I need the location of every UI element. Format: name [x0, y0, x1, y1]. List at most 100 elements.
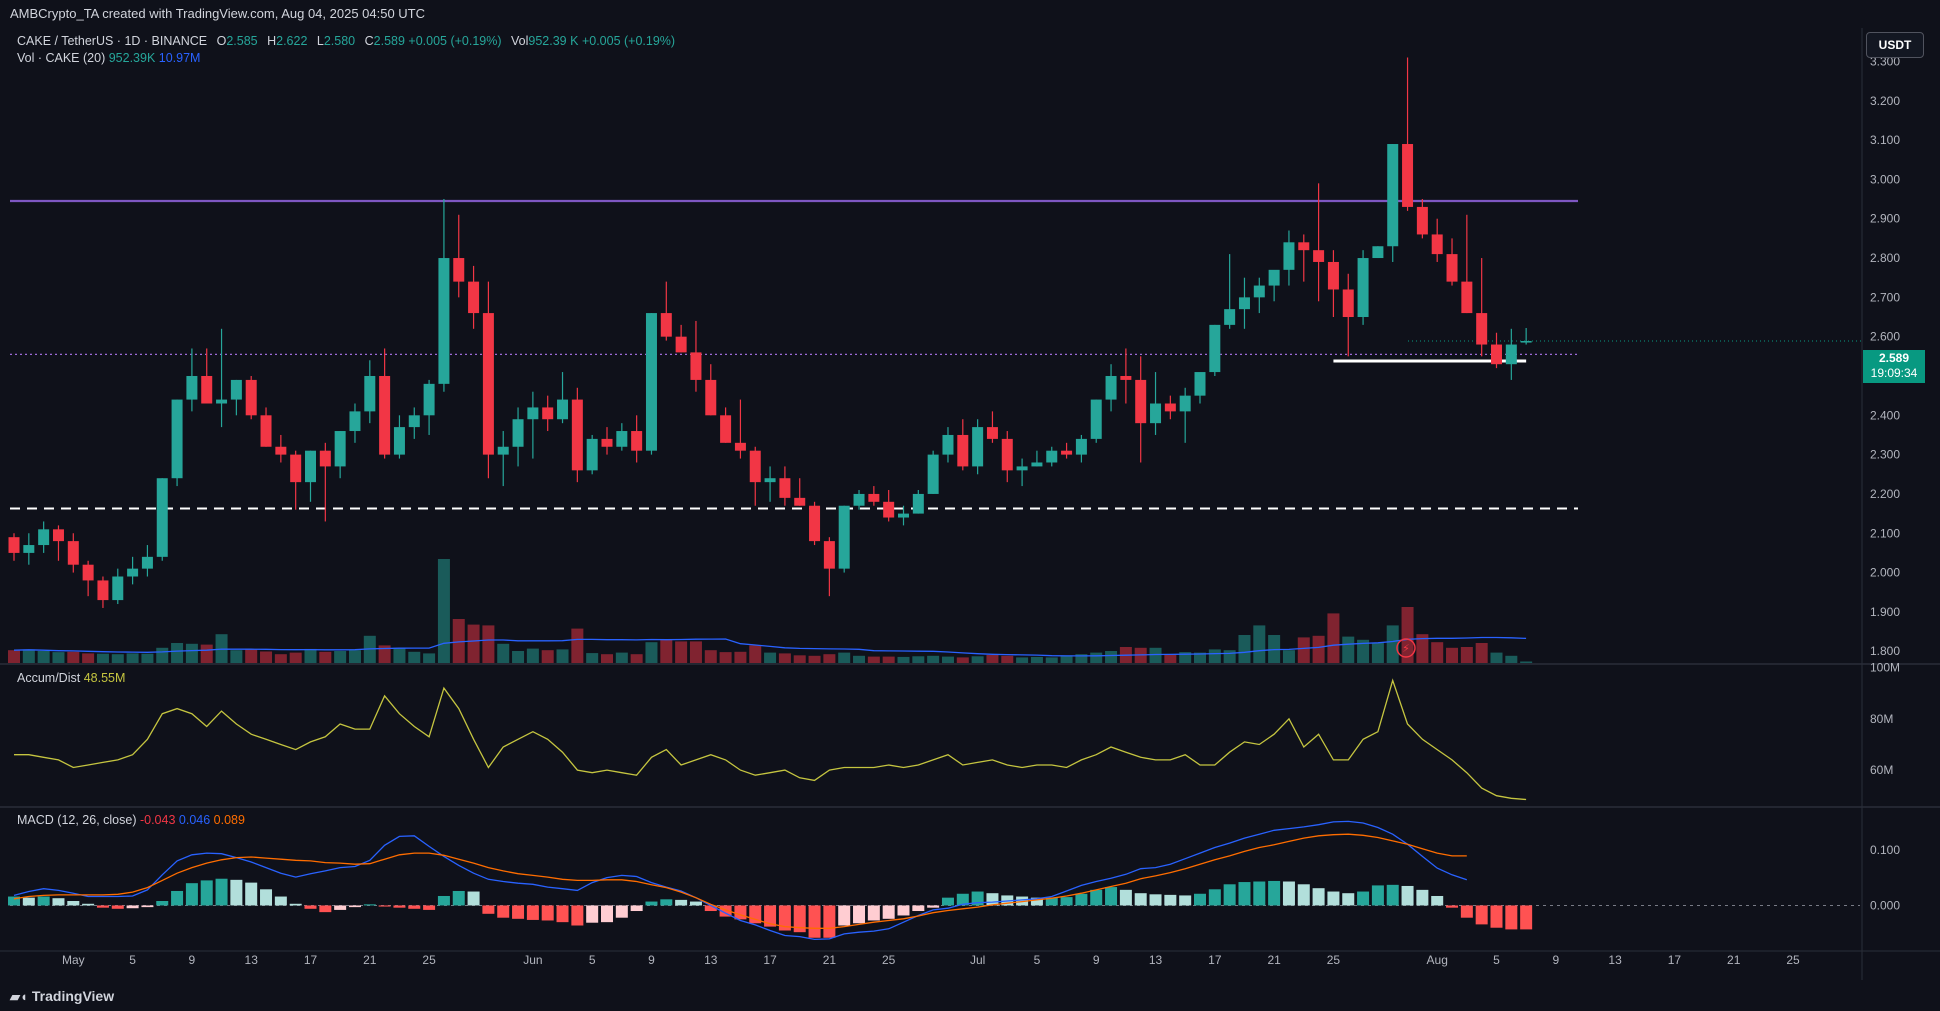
- candle-body: [142, 557, 153, 569]
- candle-body: [1106, 376, 1117, 400]
- bolt-icon: ⚡: [1402, 642, 1410, 655]
- currency-button[interactable]: USDT: [1866, 32, 1924, 58]
- candle-body: [261, 415, 272, 446]
- candle-body: [572, 400, 583, 471]
- symbol-label[interactable]: CAKE / TetherUS · 1D · BINANCE: [17, 34, 207, 48]
- macd-histogram-bar: [527, 905, 539, 919]
- candle-body: [587, 439, 598, 470]
- volume-bar: [927, 656, 939, 663]
- candle-body: [705, 380, 716, 415]
- accum-dist-tick-label: 100M: [1870, 661, 1900, 675]
- macd-histogram-bar: [364, 904, 376, 905]
- candle-body: [676, 337, 687, 353]
- volume-bar: [423, 653, 435, 663]
- macd-histogram-bar: [571, 905, 583, 925]
- volume-bar: [305, 649, 317, 663]
- macd-histogram-bar: [1283, 882, 1295, 906]
- tradingview-logo[interactable]: ▰◖ TradingView: [10, 982, 114, 1011]
- time-tick-label: 13: [1149, 953, 1163, 967]
- candle-body: [1076, 439, 1087, 455]
- candle-body: [1017, 466, 1028, 470]
- volume-bar: [838, 653, 850, 663]
- time-tick-label: 25: [1327, 953, 1341, 967]
- bar-countdown: 19:09:34: [1863, 366, 1925, 381]
- candle-body: [1313, 250, 1324, 262]
- low-value: 2.580: [324, 34, 355, 48]
- time-tick-label: 21: [1727, 953, 1741, 967]
- volume-indicator-label[interactable]: Vol · CAKE (20): [17, 51, 105, 65]
- macd-histogram-bar: [1298, 884, 1310, 905]
- macd-histogram-bar: [675, 900, 687, 906]
- macd-histogram-bar: [438, 896, 450, 905]
- macd-histogram-bar: [645, 902, 657, 906]
- volume-bar: [645, 642, 657, 663]
- candles: ⚡: [9, 58, 1532, 657]
- volume-bar: [986, 655, 998, 663]
- volume-bar: [408, 652, 420, 663]
- volume-bar: [393, 648, 405, 663]
- volume-bar: [601, 654, 613, 663]
- volume-bar: [764, 653, 776, 663]
- candle-body: [1461, 282, 1472, 313]
- macd-histogram-bar: [1342, 893, 1354, 905]
- candle-body: [23, 545, 34, 553]
- macd-histogram-bar: [1268, 881, 1280, 906]
- volume-bars: [8, 559, 1532, 663]
- macd-histogram-bar: [482, 905, 494, 913]
- time-tick-label: Jun: [523, 953, 542, 967]
- candle-body: [275, 447, 286, 455]
- volume-bar: [1283, 650, 1295, 663]
- candle-body: [1046, 451, 1057, 463]
- macd-histogram-bar: [1372, 885, 1384, 905]
- candle-body: [557, 400, 568, 420]
- macd-histogram-bar: [734, 905, 746, 919]
- volume-bar: [1520, 661, 1532, 663]
- volume-bar: [616, 653, 628, 663]
- candle-body: [1031, 462, 1042, 466]
- macd-histogram-bar: [67, 901, 79, 905]
- candle-body: [468, 282, 479, 313]
- macd-histogram-bar: [1491, 905, 1503, 927]
- macd-histogram-bar: [1416, 890, 1428, 906]
- macd-label[interactable]: MACD (12, 26, close): [17, 813, 136, 827]
- vol-label: Vol: [511, 34, 528, 48]
- candle-body: [720, 415, 731, 443]
- candle-body: [750, 451, 761, 482]
- time-tick-label: 5: [589, 953, 596, 967]
- candle-body: [1521, 341, 1532, 343]
- macd-histogram-bar: [1520, 905, 1532, 929]
- volume-bar: [794, 655, 806, 663]
- time-tick-label: 17: [304, 953, 318, 967]
- volume-bar: [631, 654, 643, 663]
- candle-body: [1061, 451, 1072, 455]
- macd-histogram-bar: [838, 905, 850, 925]
- macd-histogram-bar: [898, 905, 910, 915]
- volume-bar: [779, 653, 791, 663]
- volume-bar: [127, 653, 139, 663]
- volume-bar: [1046, 657, 1058, 663]
- volume-bar: [1150, 648, 1162, 663]
- macd-histogram-bar: [912, 905, 924, 911]
- volume-bar: [1327, 613, 1339, 663]
- macd-histogram-bar: [1357, 892, 1369, 906]
- volume-bar: [482, 625, 494, 663]
- candle-body: [1343, 289, 1354, 317]
- candle-body: [1195, 372, 1206, 396]
- macd-histogram-bar: [260, 889, 272, 905]
- volume-bar: [52, 652, 64, 663]
- accum-dist-label[interactable]: Accum/Dist: [17, 671, 80, 685]
- candle-body: [883, 502, 894, 518]
- candle-body: [335, 431, 346, 466]
- volume-bar: [1505, 656, 1517, 663]
- macd-tick-label: 0.000: [1870, 898, 1900, 912]
- candle-body: [987, 427, 998, 439]
- time-axis: May 5 9 13 17 21 25 Jun 5 9 13 17 21 25 Jul 5 9 13 17 21 25 A…: [62, 953, 1800, 967]
- candle-body: [1002, 439, 1013, 470]
- volume-bar: [1387, 625, 1399, 663]
- candle-body: [127, 569, 138, 577]
- volume-bar: [141, 654, 153, 663]
- low-label: L: [317, 34, 324, 48]
- candle-body: [1476, 313, 1487, 344]
- candle-body: [216, 400, 227, 404]
